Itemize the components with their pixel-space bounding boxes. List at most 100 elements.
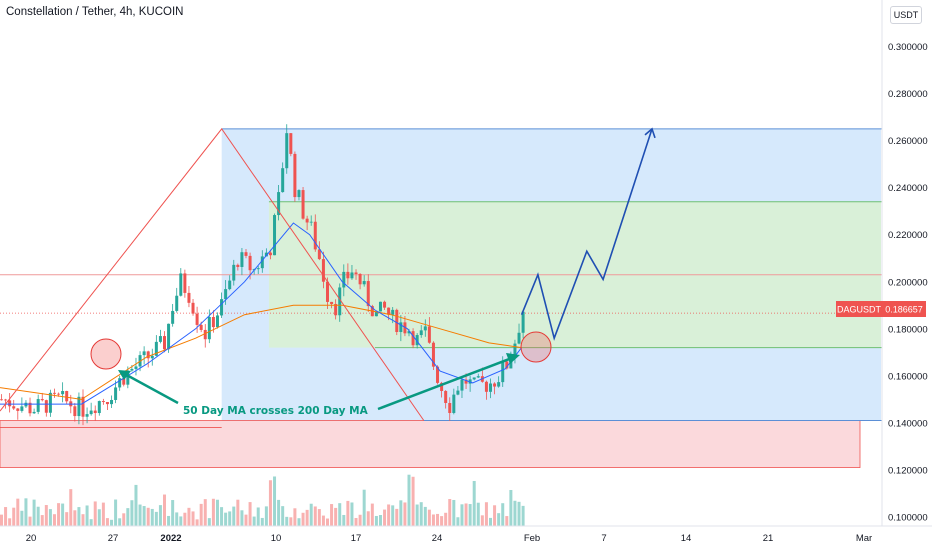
projection-arrowhead (644, 127, 656, 139)
volume-bar (171, 500, 175, 526)
volume-bar (260, 517, 264, 526)
volume-bar (509, 489, 513, 526)
annotation-arrowhead (506, 353, 520, 364)
volume-bar (268, 480, 272, 526)
volume-bar (480, 515, 484, 526)
volume-bar (411, 476, 415, 526)
volume-bar (101, 502, 105, 526)
candle (85, 414, 89, 417)
volume-bar (383, 509, 387, 526)
candle (175, 295, 179, 311)
time-tick-label: 7 (601, 533, 606, 544)
candle (244, 252, 248, 256)
volume-bar (57, 503, 61, 526)
price-tick-label: 0.280000 (888, 89, 928, 100)
volume-bar (476, 502, 480, 526)
volume-bar (423, 506, 427, 526)
candle (330, 301, 334, 304)
triangle-lines (0, 128, 425, 421)
volume-bar (517, 501, 521, 526)
candle (444, 390, 448, 403)
candle (12, 406, 16, 409)
candle (0, 399, 3, 401)
zones (0, 128, 881, 468)
volume-bar (187, 507, 191, 526)
candle (167, 323, 171, 350)
time-tick-label: 21 (763, 533, 774, 544)
price-tick-label: 0.240000 (888, 183, 928, 194)
volume-bar (4, 507, 8, 526)
candle (497, 382, 501, 387)
price-tick-label: 0.160000 (888, 371, 928, 382)
candle (285, 133, 289, 169)
volume-bar (183, 512, 187, 526)
support-zone (0, 420, 861, 468)
candle (142, 351, 146, 356)
volume-bar (285, 516, 289, 526)
volume-bar (378, 515, 382, 526)
candle (456, 390, 460, 395)
volume-bar (468, 504, 472, 526)
volume-bar (403, 502, 407, 526)
volume-bar (317, 509, 321, 526)
volume-bar (195, 519, 199, 526)
volume-bar (244, 514, 248, 526)
volume-bar (28, 516, 32, 526)
candle (289, 133, 293, 154)
candle (44, 400, 48, 413)
candle (232, 264, 236, 281)
candle (57, 393, 61, 395)
volume-bar (52, 514, 56, 526)
volume-bar (12, 507, 16, 526)
candle (199, 324, 203, 330)
volume-bar (448, 499, 452, 526)
candle (309, 221, 313, 223)
candle (362, 281, 366, 285)
candle (215, 315, 219, 328)
candle (16, 408, 20, 411)
volume-bar (134, 484, 138, 526)
currency-button[interactable]: USDT (890, 6, 922, 24)
volume-bar (277, 499, 281, 526)
volume-bar (203, 499, 207, 526)
volume-bar (484, 502, 488, 526)
volume-bar (61, 503, 65, 526)
candle (32, 411, 36, 414)
candle (150, 355, 154, 359)
volume-bar (93, 501, 97, 526)
candle (187, 292, 191, 303)
volume-bar (472, 480, 476, 526)
volume-bar (110, 519, 114, 526)
volume-bar (158, 505, 162, 526)
candle (273, 215, 277, 256)
volume-bar (521, 505, 525, 526)
price-badge-symbol: DAGUSDT (837, 305, 882, 315)
volume-bar (154, 511, 158, 526)
volume-bar (40, 515, 44, 526)
candle (423, 326, 427, 331)
candle (391, 309, 395, 315)
volume-bar (215, 499, 219, 526)
volume-bar (0, 514, 3, 526)
volume-bar (207, 518, 211, 526)
volume-bar (505, 516, 509, 526)
candle (419, 330, 423, 336)
candle (77, 396, 81, 417)
candle (256, 268, 260, 270)
price-badge-bg (836, 301, 882, 317)
ma-cross-circle (520, 331, 552, 363)
level-lines (0, 128, 882, 422)
candle (211, 317, 215, 328)
candle (101, 401, 105, 403)
volume-bar (305, 509, 309, 526)
time-tick-label: 2022 (160, 533, 181, 544)
candle (301, 190, 305, 219)
candle (122, 378, 126, 385)
candle (118, 378, 122, 388)
price-badge-value-bg (882, 301, 926, 317)
candle (354, 272, 358, 274)
volume-bar (342, 514, 346, 526)
volume-bar (354, 517, 358, 526)
candle (513, 343, 517, 358)
